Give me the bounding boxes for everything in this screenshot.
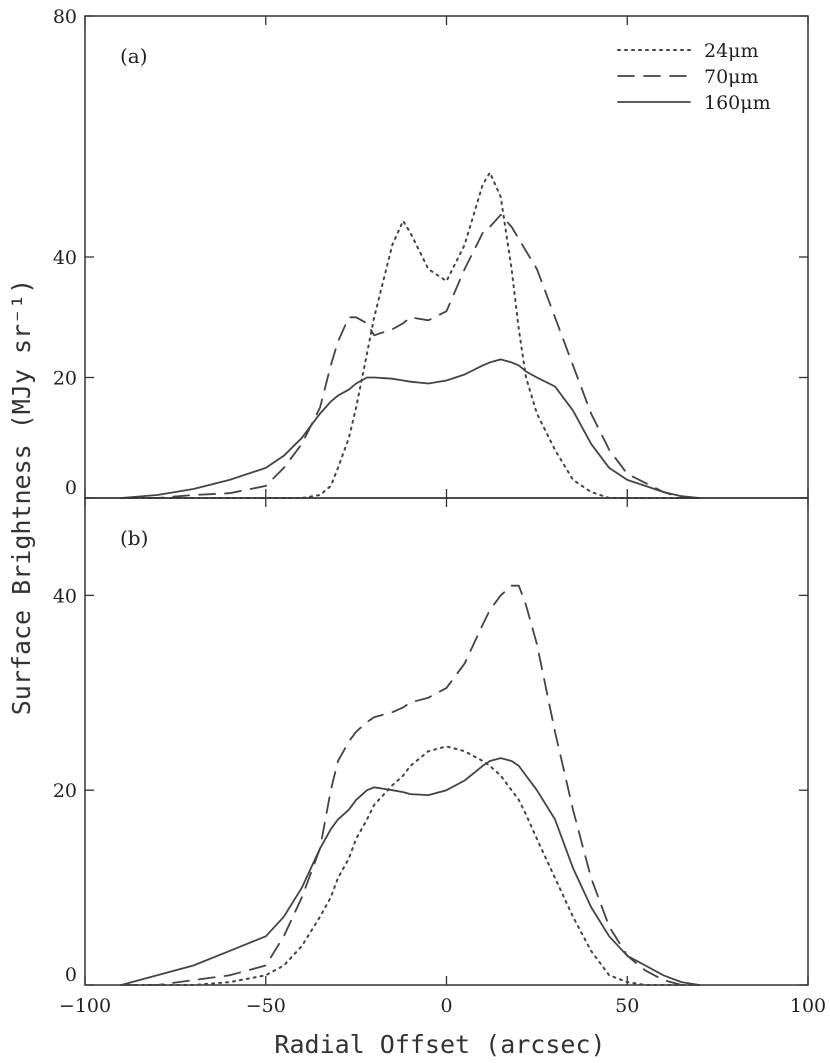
panel-a: 0 20 40 80 (a) xyxy=(53,6,809,499)
series-line-dashed xyxy=(120,584,701,986)
y-tick-label: 0 xyxy=(65,477,77,499)
x-axis-title: Radial Offset (arcsec) xyxy=(274,1030,605,1059)
series-line-dotted xyxy=(120,171,701,499)
x-tick-label: −100 xyxy=(59,995,111,1017)
x-tick-label: 0 xyxy=(440,995,452,1017)
y-tick-label: 20 xyxy=(53,780,77,802)
plot-frame-b xyxy=(84,497,809,986)
legend-label: 70μm xyxy=(704,66,759,88)
legend-label: 160μm xyxy=(704,92,771,114)
panel-b: 0 20 40 (b) xyxy=(53,497,809,986)
x-tick-label: −50 xyxy=(246,995,286,1017)
x-tick-label: 50 xyxy=(615,995,639,1017)
y-tick-label: 40 xyxy=(53,585,77,607)
panel-label: (b) xyxy=(120,526,148,550)
x-tick-label: 100 xyxy=(790,995,826,1017)
series-line-solid xyxy=(120,358,701,499)
plot-frame-a xyxy=(84,15,809,499)
series-line-dotted xyxy=(120,745,701,986)
y-tick-label: 0 xyxy=(65,964,77,986)
series-line-dashed xyxy=(120,213,701,499)
y-tick-label: 20 xyxy=(53,368,77,390)
x-tick-labels: −100 −50 0 50 100 xyxy=(59,995,826,1017)
y-tick-label: 80 xyxy=(53,6,77,28)
series-line-solid xyxy=(120,757,701,986)
legend: 24μm 70μm 160μm xyxy=(617,40,771,114)
y-tick-label: 40 xyxy=(53,247,77,269)
legend-label: 24μm xyxy=(704,40,759,62)
panel-label: (a) xyxy=(120,44,148,68)
y-axis-title: Surface Brightness (MJy sr⁻¹) xyxy=(7,279,36,716)
